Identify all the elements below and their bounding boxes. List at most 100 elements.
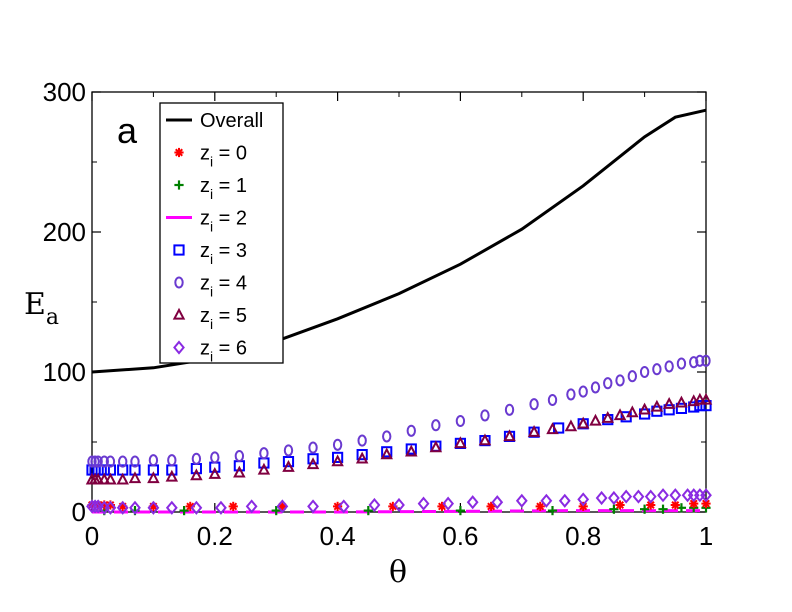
data-point-z4 <box>504 403 515 416</box>
legend-label-sub: i <box>210 186 213 202</box>
data-point-z4 <box>210 451 220 464</box>
data-point-z6 <box>669 488 682 503</box>
x-tick-label: 0.8 <box>565 521 601 551</box>
legend-label-sub: i <box>210 316 213 332</box>
asterisk-stroke <box>689 499 698 508</box>
data-point-z5 <box>116 472 129 485</box>
data-point-z5 <box>257 462 271 475</box>
data-point-z4 <box>234 449 245 463</box>
data-point-z5 <box>233 465 246 478</box>
x-tick-label: 0 <box>85 521 99 551</box>
data-point-z6 <box>89 499 101 514</box>
data-point-z6 <box>129 500 141 515</box>
data-point-z4 <box>332 438 343 451</box>
data-point-z5 <box>478 433 492 446</box>
data-point-z4 <box>259 447 269 460</box>
data-point-z5 <box>331 454 344 467</box>
data-point-z0 <box>689 499 699 509</box>
legend-label-z0: zi = 0 <box>200 143 247 170</box>
data-point-z5 <box>104 472 117 485</box>
data-point-z6 <box>165 500 178 515</box>
legend-label-rest: = 2 <box>213 208 247 230</box>
legend-label-base: z <box>200 208 210 230</box>
data-point-z4 <box>382 430 392 443</box>
data-point-z5 <box>405 444 418 457</box>
data-point-z4 <box>99 455 109 468</box>
data-point-z4 <box>590 381 601 394</box>
y-tick-label: 300 <box>43 77 86 107</box>
data-point-z1 <box>640 504 650 514</box>
legend-entry-z4: zi = 4 <box>174 273 247 300</box>
series-z4 <box>87 354 711 468</box>
data-point-z5 <box>638 402 651 415</box>
data-point-z4 <box>578 385 588 398</box>
data-point-z6 <box>116 500 129 515</box>
data-point-z3 <box>381 446 393 458</box>
data-point-z4 <box>627 370 638 383</box>
data-point-z5 <box>693 392 707 405</box>
legend-label-base: z <box>200 175 210 197</box>
data-point-z6 <box>147 500 160 515</box>
data-point-z6 <box>644 489 657 504</box>
asterisk-stroke <box>175 148 183 157</box>
data-point-z3 <box>356 449 368 461</box>
legend-label-z6: zi = 6 <box>200 338 247 365</box>
data-point-z5 <box>147 471 160 484</box>
asterisk-stroke <box>616 501 624 509</box>
data-point-z6 <box>607 490 620 506</box>
data-point-z3 <box>282 456 295 468</box>
data-point-z6 <box>466 495 479 510</box>
data-point-z6 <box>515 493 528 508</box>
data-point-z4 <box>455 414 466 428</box>
data-point-z4 <box>695 354 705 367</box>
data-point-z5 <box>503 429 516 442</box>
legend-label-sub: i <box>210 284 213 300</box>
data-point-z3 <box>700 400 712 412</box>
data-point-z4 <box>105 455 116 468</box>
x-tick-label: 0.4 <box>320 521 356 551</box>
legend-label-rest: = 3 <box>213 240 247 262</box>
legend-entry-z0: zi = 0 <box>174 143 247 170</box>
legend-label-base: Overall <box>200 110 263 132</box>
data-point-z4 <box>547 393 558 407</box>
y-axis-label-sub: a <box>46 305 59 330</box>
data-point-z6 <box>245 499 258 514</box>
data-point-z3 <box>675 402 688 414</box>
legend-label-base: z <box>200 240 210 262</box>
data-point-z4 <box>283 444 294 457</box>
legend-label-rest: = 1 <box>213 175 247 197</box>
legend-label-sub: i <box>210 154 213 170</box>
axis-labels: θ Ea a <box>24 110 407 590</box>
series-z6 <box>86 488 712 515</box>
data-point-z5 <box>662 396 676 409</box>
data-point-z5 <box>675 395 688 408</box>
data-point-z6 <box>104 500 117 515</box>
data-point-z4 <box>676 357 687 370</box>
data-point-z4 <box>191 452 202 465</box>
legend-entry-z6: zi = 6 <box>173 338 247 365</box>
legend-label-base: z <box>200 305 210 327</box>
data-point-z1 <box>455 506 465 516</box>
legend-label-z4: zi = 4 <box>200 273 247 300</box>
data-point-z5 <box>429 440 443 453</box>
data-point-z5 <box>589 413 602 426</box>
data-point-z4 <box>480 409 490 422</box>
data-point-z5 <box>564 419 578 432</box>
data-point-z5 <box>601 410 615 423</box>
data-point-z6 <box>620 489 633 504</box>
data-point-z6 <box>337 499 350 514</box>
data-point-z4 <box>87 455 97 468</box>
data-point-z5 <box>576 416 590 429</box>
asterisk-stroke <box>646 501 655 509</box>
data-point-z4 <box>308 441 318 454</box>
legend-label-rest: = 4 <box>213 273 247 295</box>
data-point-z4 <box>566 388 576 401</box>
asterisk-stroke <box>186 502 195 511</box>
data-point-z6 <box>276 499 289 514</box>
data-point-z4 <box>357 434 367 447</box>
legend-label-z5: zi = 5 <box>200 305 247 332</box>
legend-label-rest: = 0 <box>213 143 247 165</box>
data-point-z1 <box>271 506 281 516</box>
data-point-z5 <box>699 392 713 405</box>
